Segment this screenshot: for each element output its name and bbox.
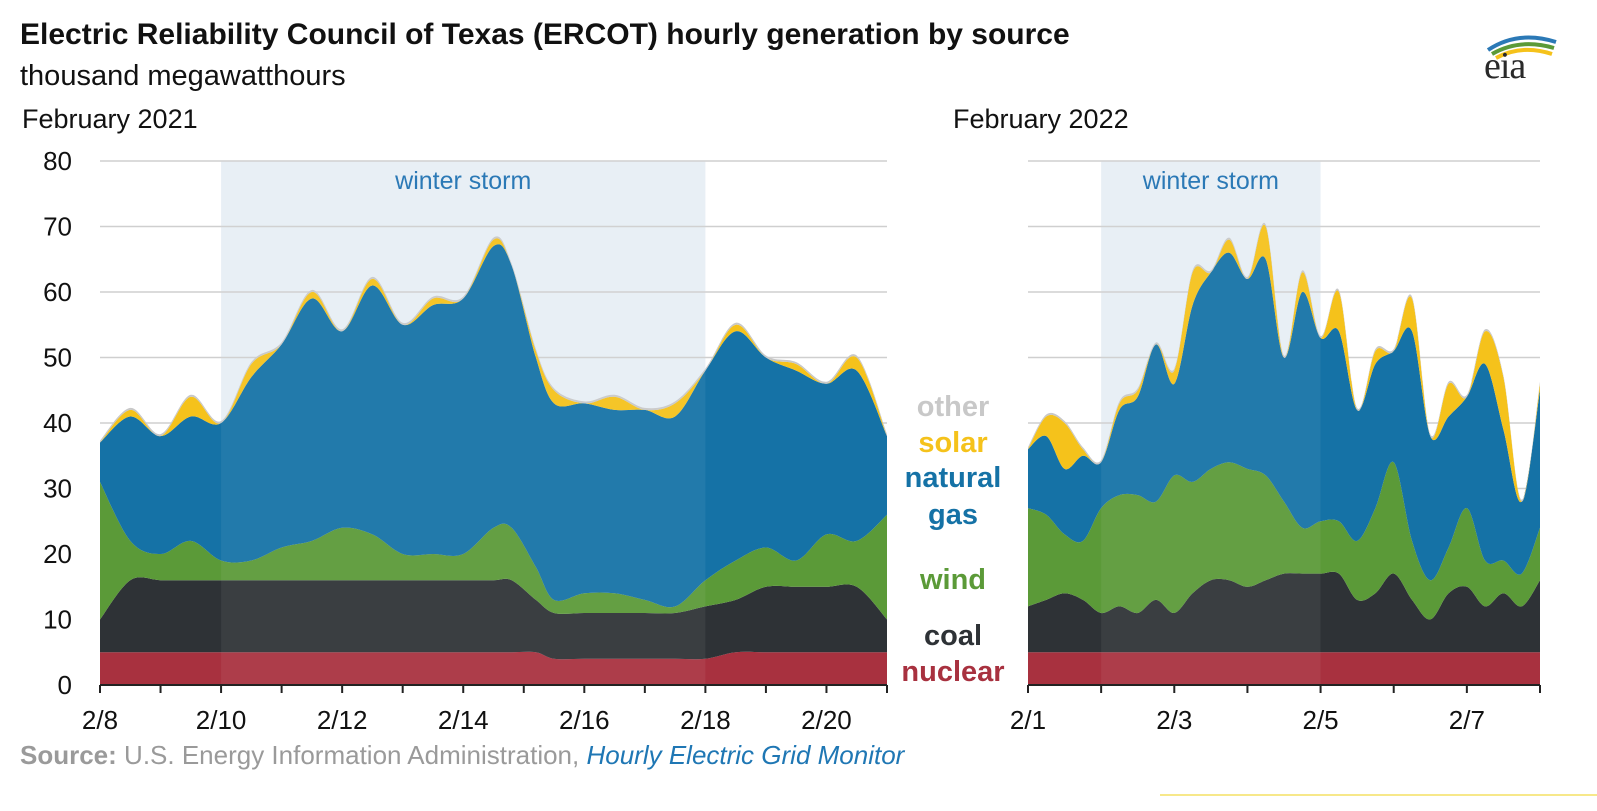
source-note: Source: U.S. Energy Information Administ…: [20, 740, 904, 771]
y-tick-label: 0: [58, 670, 72, 700]
eia-logo-swoosh-icon: [1486, 35, 1557, 60]
area-coal: [100, 577, 887, 660]
x-tick-label: 2/20: [801, 705, 852, 735]
panel-title-2021: February 2021: [22, 104, 198, 134]
area-coal: [1028, 571, 1540, 653]
x-tick-label: 2/3: [1156, 705, 1192, 735]
x-tick-label: 2/18: [680, 705, 731, 735]
y-tick-label: 60: [43, 277, 72, 307]
winter-storm-overlay: [221, 161, 706, 685]
y-tick-label: 70: [43, 212, 72, 242]
legend-label-other: other: [916, 391, 990, 423]
legend-label-natural-gas-2: gas: [928, 499, 978, 531]
area-natural-gas: [100, 244, 887, 608]
x-tick-label: 2/12: [317, 705, 368, 735]
legend-label-coal: coal: [923, 620, 983, 652]
panel-2022: winter storm 2/1 2/3 2/5 2/7: [1010, 160, 1541, 735]
y-tick-label: 80: [43, 146, 72, 176]
panel-title-2022: February 2022: [953, 104, 1129, 134]
winter-storm-overlay: [1101, 161, 1321, 685]
area-natural-gas: [1028, 252, 1540, 581]
chart-subtitle: thousand megawatthours: [20, 60, 346, 92]
y-tick-label: 40: [43, 408, 72, 438]
eia-logo-text: eia: [1484, 45, 1526, 87]
x-tick-label: 2/1: [1010, 705, 1046, 735]
legend-label-solar: solar: [918, 427, 988, 459]
source-text: U.S. Energy Information Administration,: [116, 740, 587, 770]
source-link[interactable]: Hourly Electric Grid Monitor: [586, 740, 905, 770]
x-tick-label: 2/5: [1302, 705, 1338, 735]
y-tick-label: 50: [43, 343, 72, 373]
y-tick-label: 30: [43, 474, 72, 504]
x-tick-label: 2/7: [1449, 705, 1485, 735]
chart-title: Electric Reliability Council of Texas (E…: [20, 18, 1070, 51]
x-tick-label: 2/14: [438, 705, 489, 735]
area-solar: [100, 238, 887, 443]
area-nuclear: [100, 651, 887, 685]
footer-divider: [1160, 794, 1597, 796]
area-wind: [1028, 461, 1540, 620]
x-tick-label: 2/10: [196, 705, 247, 735]
y-tick-label: 10: [43, 605, 72, 635]
x-tick-label: 2/16: [559, 705, 610, 735]
winter-storm-label: winter storm: [394, 167, 531, 195]
y-tick-label: 20: [43, 539, 72, 569]
legend-label-natural-gas-1: natural: [904, 462, 1002, 494]
source-label: Source:: [20, 740, 117, 770]
area-wind: [100, 481, 887, 620]
legend-label-wind: wind: [919, 564, 987, 596]
winter-storm-label: winter storm: [1142, 167, 1279, 195]
legend-label-nuclear: nuclear: [901, 656, 1005, 688]
area-nuclear: [1028, 652, 1540, 685]
panel-2021: 0 10 20 30 40 50 60 70 80 winter storm 2/8 2/10 2/12…: [43, 146, 888, 735]
x-tick-label: 2/8: [82, 705, 118, 735]
